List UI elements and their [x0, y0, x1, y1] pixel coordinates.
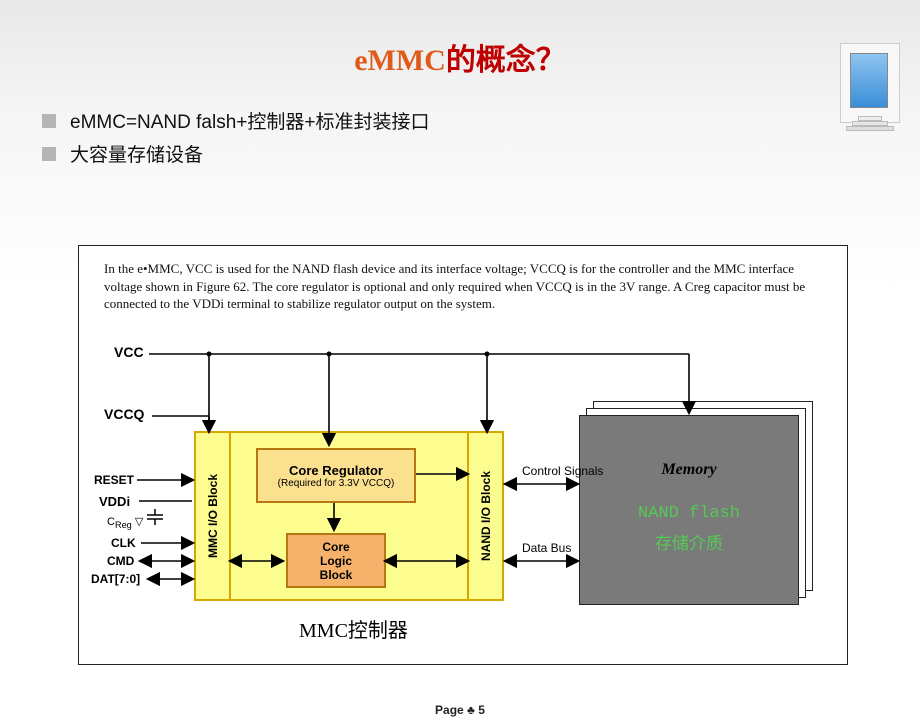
mmc-io-label: MMC I/O Block — [206, 474, 220, 558]
bullet-list: eMMC=NAND falsh+控制器+标准封装接口 大容量存储设备 — [42, 107, 920, 167]
bullet-square-icon — [42, 114, 56, 128]
nand-io-block: NAND I/O Block — [467, 433, 502, 599]
cmd-label: CMD — [107, 554, 134, 568]
mmc-io-block: MMC I/O Block — [196, 433, 231, 599]
nand-io-label: NAND I/O Block — [479, 471, 493, 561]
bullet-square-icon — [42, 147, 56, 161]
dat-label: DAT[7:0] — [91, 572, 140, 586]
bullet-item: 大容量存储设备 — [42, 140, 920, 167]
vcc-label: VCC — [114, 344, 144, 360]
data-bus-label: Data Bus — [522, 541, 571, 555]
reset-label: RESET — [94, 473, 134, 487]
memory-title: Memory — [580, 461, 798, 479]
vccq-label: VCCQ — [104, 406, 144, 422]
diagram-figure: In the e•MMC, VCC is used for the NAND f… — [78, 245, 848, 665]
corner-decoration — [840, 43, 900, 123]
mmc-controller-label: MMC控制器 — [299, 614, 408, 643]
page-title: eMMC的概念？ — [0, 35, 920, 79]
bullet-text: 大容量存储设备 — [70, 140, 203, 167]
page-footer: Page ♣ 5 — [0, 703, 920, 717]
core-logic-block: Core Logic Block — [286, 533, 386, 588]
core-regulator-block: Core Regulator (Required for 3.3V VCCQ) — [256, 448, 416, 503]
control-signals-label: Control Signals — [522, 464, 603, 478]
creg-label: CReg ▽ — [107, 515, 143, 530]
clk-label: CLK — [111, 536, 136, 550]
vddi-label: VDDi — [99, 494, 130, 509]
diagram-paragraph: In the e•MMC, VCC is used for the NAND f… — [104, 260, 822, 313]
bullet-item: eMMC=NAND falsh+控制器+标准封装接口 — [42, 107, 920, 134]
bullet-text: eMMC=NAND falsh+控制器+标准封装接口 — [70, 107, 429, 134]
nand-flash-label: NAND flash — [580, 504, 798, 523]
mmc-controller-block: MMC I/O Block Core Regulator (Required f… — [194, 431, 504, 601]
memory-stack: Memory NAND flash 存储介质 — [579, 401, 814, 606]
capacitor-icon — [145, 509, 165, 531]
storage-medium-label: 存储介质 — [580, 529, 798, 554]
